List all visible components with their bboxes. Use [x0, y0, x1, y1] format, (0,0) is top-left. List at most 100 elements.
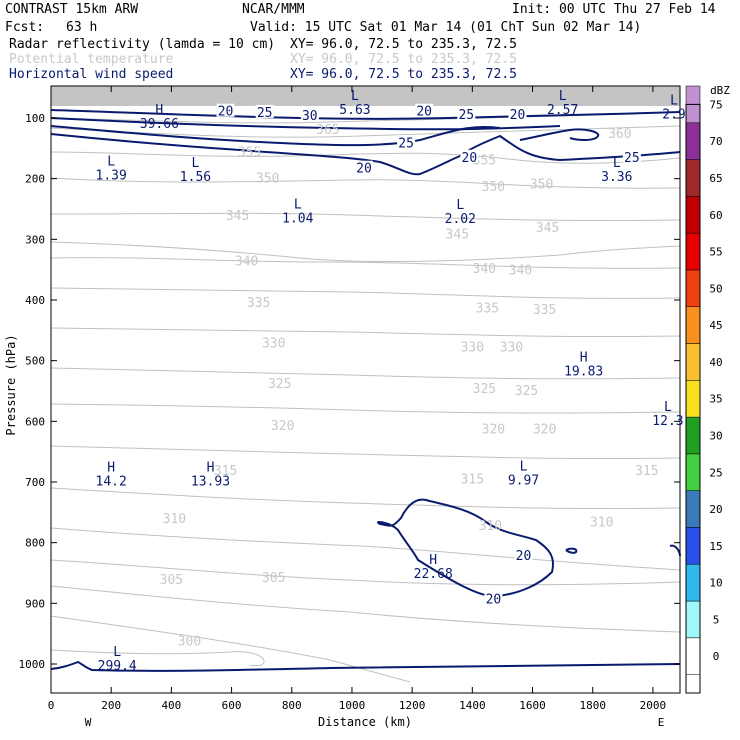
field-xy-theta: XY= 96.0, 72.5 to 235.3, 72.5: [290, 52, 517, 67]
extremum-type: H: [429, 553, 437, 568]
colorbar-tick-label: 35: [709, 393, 722, 406]
extremum-value: 2.02: [445, 212, 476, 227]
y-tick-label: 500: [25, 355, 45, 368]
theta-contour-label: 365: [316, 123, 339, 138]
wind-labels: 20 25 30 20 25 20 25 20 20 25 20 20: [216, 103, 641, 607]
y-tick-label: 600: [25, 415, 45, 428]
extremum-value: 19.83: [564, 364, 603, 379]
wind-label-bg: [484, 591, 503, 605]
extremum-value: 3.36: [601, 170, 632, 185]
extremum-type: L: [351, 89, 359, 104]
theta-contour-label: 315: [461, 472, 484, 487]
wind-contour-label: 20: [218, 105, 234, 120]
colorbar-tick-label: 60: [709, 209, 722, 222]
valid-time: Valid: 15 UTC Sat 01 Mar 14 (01 ChT Sun …: [250, 20, 641, 35]
colorbar-swatch: [685, 416, 701, 455]
x-tick-label: 2000: [640, 699, 667, 712]
colorbar-swatch: [685, 380, 701, 418]
wind-contour-label: 25: [257, 106, 273, 121]
x-tick-label: 800: [282, 699, 302, 712]
colorbar-tick-label: 0: [713, 650, 720, 663]
theta-contour-label: 355: [473, 153, 496, 168]
theta-contour-label: 350: [482, 180, 505, 195]
colorbar-swatch: [685, 306, 701, 344]
colorbar-tick-label: 50: [709, 282, 722, 295]
x-axis-label: Distance (km): [318, 715, 412, 729]
colorbar-tick-label: 15: [709, 540, 722, 553]
colorbar-tick-label: 10: [709, 577, 722, 590]
y-tick-label: 300: [25, 233, 45, 246]
theta-contour-label: 320: [533, 423, 556, 438]
colorbar-tick-label: 45: [709, 319, 722, 332]
colorbar-swatch: [685, 122, 701, 160]
extremum-type: H: [107, 461, 115, 476]
field-name-theta: Potential temperature: [9, 52, 174, 67]
extremum-type: L: [456, 198, 464, 213]
theta-contour-label: 325: [515, 384, 538, 399]
extremum-type: L: [107, 154, 115, 169]
y-tick-label: 400: [25, 294, 45, 307]
theta-contour-label: 325: [473, 382, 496, 397]
x-tick-label: 600: [222, 699, 242, 712]
wind-label-bg: [300, 107, 319, 121]
y-axis-label: Pressure (hPa): [4, 334, 18, 435]
theta-contour-label: 330: [262, 336, 285, 351]
x-tick-label: 400: [161, 699, 181, 712]
colorbar-swatch: [685, 490, 701, 528]
extremum-type: L: [559, 89, 567, 104]
theta-contour-label: 345: [536, 221, 559, 236]
extremum-type: L: [520, 459, 528, 474]
extremum-type: L: [664, 400, 672, 415]
wind-label-bg: [514, 547, 533, 561]
extremum-value: 299.4: [98, 659, 137, 674]
y-tick-label: 200: [25, 173, 45, 186]
extremum-type: H: [580, 350, 588, 365]
extremum-type: L: [613, 156, 621, 171]
colorbar-swatch: [685, 159, 701, 197]
colorbar-frame: [685, 103, 701, 694]
colorbar-swatch: [685, 637, 701, 675]
theta-contour-label: 320: [271, 419, 294, 434]
colorbar-swatch: [685, 232, 701, 271]
extrema-markers: H39.66L5.63L2.57L2.9L1.39L1.56L3.36L1.04…: [96, 89, 686, 674]
colorbar: dBZ 0 5 10 15 20 25 30 35 40 45 50 55 60 65 70 75: [685, 84, 730, 694]
wind-contour-label: 20: [462, 151, 478, 166]
endpoint-east: E: [658, 716, 665, 729]
extremum-value: 1.39: [96, 168, 127, 183]
field-name-wind: Horizontal wind speed: [9, 67, 173, 82]
extremum-type: L: [113, 645, 121, 660]
theta-contour-label: 335: [247, 296, 270, 311]
theta-contour-label: 355: [238, 145, 261, 160]
extremum-type: L: [670, 94, 678, 109]
theta-contour-label: 335: [476, 301, 499, 316]
fcst-label: Fcst:: [5, 20, 44, 35]
wind-contour-label: 25: [458, 108, 474, 123]
colorbar-tick-label: 5: [713, 613, 720, 626]
wind-contour-label: 20: [516, 549, 532, 564]
theta-contour-label: 340: [509, 264, 532, 279]
x-tick-label: 1600: [519, 699, 546, 712]
y-tick-label: 700: [25, 476, 45, 489]
colorbar-swatch: [685, 563, 701, 602]
theta-contour-label: 315: [214, 464, 237, 479]
fcst-value: 63 h: [66, 20, 97, 35]
colorbar-swatch: [685, 196, 701, 234]
extremum-value: 2.57: [547, 103, 578, 118]
wind-label-bg: [457, 106, 476, 120]
wind-contour-label: 20: [416, 105, 432, 120]
theta-contour-label: 315: [635, 464, 658, 479]
theta-contour-label: 350: [530, 178, 553, 193]
endpoint-west: W: [85, 716, 92, 729]
wind-label-bg: [508, 106, 527, 120]
extremum-value: 39.66: [140, 117, 179, 132]
theta-contour-label: 310: [479, 519, 502, 534]
upper-theta-band: [51, 86, 680, 106]
wind-label-bg: [397, 135, 416, 149]
y-tick-label: 800: [25, 537, 45, 550]
wind-contours: [50, 109, 681, 672]
wind-label-bg: [216, 103, 235, 117]
x-tick-label: 0: [48, 699, 55, 712]
colorbar-swatch: [685, 527, 701, 565]
theta-contour-label: 345: [446, 227, 469, 242]
